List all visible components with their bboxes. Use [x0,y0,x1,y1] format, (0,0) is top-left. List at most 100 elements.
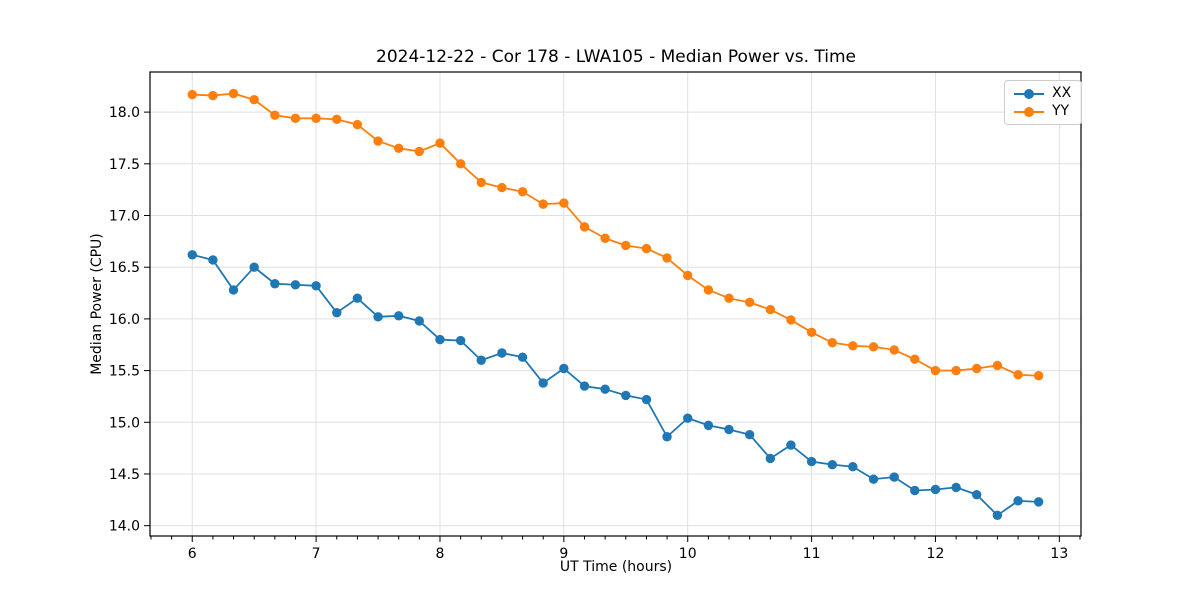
data-point [332,114,342,125]
y-tick-label: 17.5 [109,157,140,173]
data-point [724,293,734,303]
legend-item-yy: YY [1014,104,1071,119]
y-tick-label: 18.0 [109,105,140,121]
data-point [889,472,899,482]
data-point [683,270,693,281]
x-tick-label: 13 [1050,546,1068,562]
x-tick-label: 6 [188,546,197,562]
data-point [455,335,466,346]
x-tick-label: 8 [436,546,445,562]
data-point [744,297,755,308]
data-point [827,459,837,470]
legend-label: YY [1052,103,1070,119]
legend: XX YY [1004,80,1083,125]
data-point [435,138,445,148]
data-point [290,280,301,290]
series-YY-line [191,92,1040,377]
data-point [455,159,466,169]
data-point [228,285,239,295]
data-point [538,378,548,388]
data-point [600,233,610,243]
data-point [641,394,652,405]
data-point [373,136,383,146]
data-point [600,384,610,394]
data-point [1013,370,1023,380]
plot-border [149,71,1082,537]
y-axis-label: Median Power (CPU) [89,233,105,375]
series-XX-line [191,253,1040,517]
data-point [228,88,239,99]
data-point [972,489,982,500]
data-point [806,456,817,467]
data-point [517,352,528,362]
data-point [187,89,197,100]
data-point [270,279,280,289]
gridlines [150,72,1081,536]
data-point [703,420,714,431]
data-point [910,354,920,364]
data-point [765,453,776,464]
legend-line-marker-icon [1014,106,1044,117]
data-point [662,253,672,263]
data-point [992,360,1003,371]
data-point [497,182,507,193]
data-point [786,315,796,325]
data-point [311,281,321,291]
y-tick-label: 14.0 [109,519,140,535]
data-point [683,413,693,423]
data-point [1013,496,1023,506]
data-point [868,342,879,352]
data-point [765,304,776,315]
data-point [497,348,507,358]
data-point [786,440,796,450]
data-point [1033,497,1044,507]
x-tick-label: 10 [679,546,697,562]
data-point [352,119,363,130]
data-point [930,365,941,376]
x-tick-label: 12 [927,546,945,562]
data-point [476,177,486,188]
data-point [641,243,652,254]
data-point [373,312,383,322]
data-point [208,90,218,101]
data-point [559,198,569,208]
data-point [538,199,548,209]
data-point [249,262,259,272]
x-tick-label: 9 [559,546,568,562]
data-point [394,143,404,153]
data-point [724,424,734,435]
y-tick-label: 14.5 [109,467,140,483]
data-point [930,484,941,495]
data-point [559,363,569,374]
series-XX-markers [187,250,1044,521]
data-point [992,510,1003,521]
data-point [1033,371,1044,381]
data-point [187,250,197,260]
y-tick-label: 17.0 [109,209,140,225]
data-point [662,432,672,442]
data-point [208,255,218,265]
y-tick-label: 15.5 [109,364,140,380]
tick-labels: 6 7 8 9 10 11 12 13 14.0 14.5 15.0 15.5 16.0 16.5 17.0… [109,105,1068,562]
data-point [951,482,961,493]
data-point [806,327,817,338]
x-tick-label: 11 [803,546,821,562]
data-point [476,355,486,365]
ticks [144,111,1081,542]
data-point [579,222,590,232]
y-tick-label: 16.0 [109,312,140,328]
data-point [517,187,528,197]
data-point [972,363,982,374]
data-point [352,293,363,303]
data-point [290,113,301,124]
data-point [579,381,590,391]
data-point [621,390,631,401]
series-YY-markers [187,88,1044,381]
data-point [951,365,961,376]
data-point [827,337,837,348]
data-point [414,316,424,326]
data-point [311,113,321,124]
data-point [744,429,755,440]
